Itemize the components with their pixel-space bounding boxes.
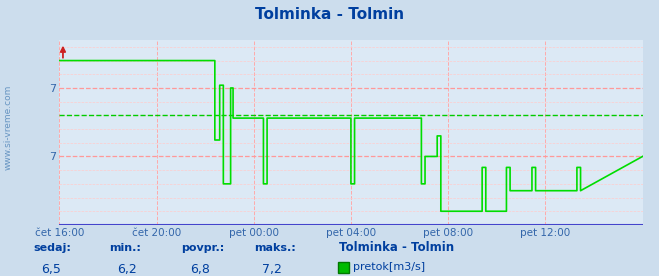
Text: sedaj:: sedaj: xyxy=(33,243,71,253)
Text: 6,2: 6,2 xyxy=(117,263,137,276)
Text: www.si-vreme.com: www.si-vreme.com xyxy=(4,84,13,170)
Text: 6,8: 6,8 xyxy=(190,263,210,276)
Text: pretok[m3/s]: pretok[m3/s] xyxy=(353,262,424,272)
Text: min.:: min.: xyxy=(109,243,140,253)
Text: Tolminka - Tolmin: Tolminka - Tolmin xyxy=(255,7,404,22)
Text: 6,5: 6,5 xyxy=(42,263,61,276)
Text: Tolminka - Tolmin: Tolminka - Tolmin xyxy=(339,241,455,254)
Text: maks.:: maks.: xyxy=(254,243,295,253)
Text: 7,2: 7,2 xyxy=(262,263,282,276)
Text: povpr.:: povpr.: xyxy=(181,243,225,253)
